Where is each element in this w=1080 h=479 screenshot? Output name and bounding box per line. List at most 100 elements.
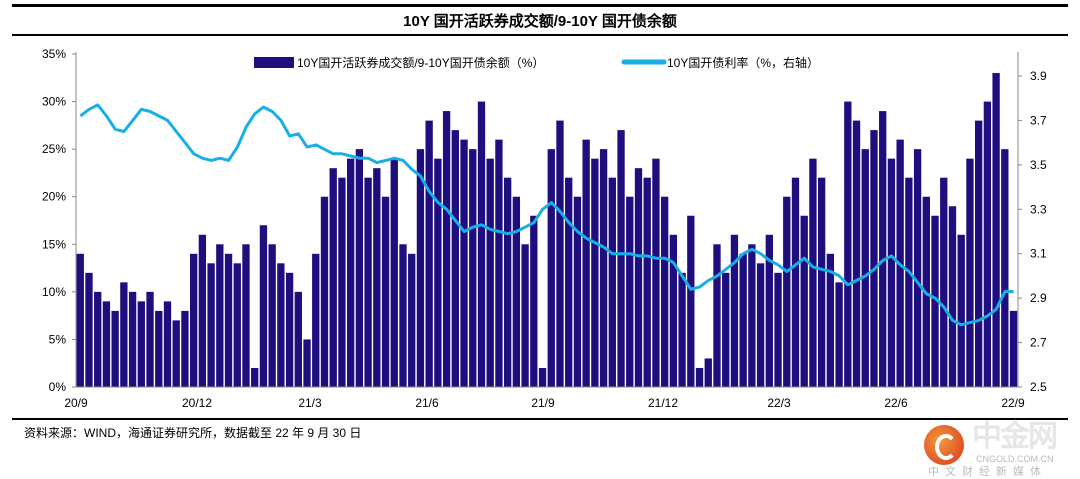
bar [591,158,599,387]
source-note: 资料来源：WIND，海通证券研究所，数据截至 22 年 9 月 30 日 [24,426,362,440]
bar [451,130,459,387]
x-tick-label: 20/12 [182,396,212,410]
bar [259,225,268,387]
x-tick-label: 20/9 [64,396,88,410]
bar [268,244,276,387]
bar [416,149,425,387]
watermark-brand: 中金网 [972,420,1058,453]
bar [189,253,198,387]
bar [573,196,582,387]
left-tick-label: 35% [42,47,66,61]
bar [495,139,503,387]
right-tick-label: 3.5 [1030,158,1047,172]
bar [85,272,93,387]
bar [678,272,686,387]
x-tick-label: 21/3 [298,396,322,410]
left-tick-label: 0% [49,380,67,394]
bar [233,263,241,387]
title-rule [12,34,1068,36]
bar [879,111,887,387]
bar [905,177,913,387]
left-tick-label: 20% [42,190,66,204]
bar [399,244,407,387]
watermark-tagline: 中文财经新媒体 [928,466,1047,478]
bar [634,168,643,387]
bar [713,244,721,387]
x-tick-label: 22/3 [767,396,791,410]
bar [913,149,922,387]
bottom-rule [12,418,1068,420]
x-tick-label: 22/6 [884,396,908,410]
bar [687,215,695,387]
bar [974,120,983,387]
chart-title: 10Y 国开活跃券成交额/9-10Y 国开债余额 [403,13,677,30]
left-tick-label: 30% [42,95,66,109]
bar [303,339,311,387]
bar [756,263,765,387]
bar [983,101,992,388]
bar [381,196,390,387]
bar [547,149,555,387]
bar [704,358,712,387]
bar [765,234,773,387]
bar [338,177,346,387]
x-tick-label: 21/9 [531,396,555,410]
bar [870,130,878,387]
bar [94,291,102,387]
bar [469,149,477,387]
legend-line-label: 10Y国开债利率（%，右轴） [667,55,819,70]
bar [425,120,433,387]
bar [163,301,172,387]
bar [556,120,564,387]
bar [652,158,660,387]
legend-bar-swatch [254,57,294,68]
bar [224,253,233,387]
x-tick-label: 22/9 [1001,396,1025,410]
bar [643,177,651,387]
bar [748,244,756,387]
bar [128,291,137,387]
bar [538,367,547,387]
bar [329,168,337,387]
bar [137,301,145,387]
bar [76,253,84,387]
bar [102,301,111,387]
bar [277,263,285,387]
bar [503,177,512,387]
bar [486,158,494,387]
bar [800,215,808,387]
bar [294,291,302,387]
right-tick-label: 2.7 [1030,336,1047,350]
legend: 10Y国开活跃券成交额/9-10Y国开债余额（%） 10Y国开债利率（%，右轴） [254,55,819,70]
bar [111,310,119,387]
left-tick-label: 5% [49,332,67,346]
right-tick-label: 3.3 [1030,202,1047,216]
bar [739,253,747,387]
bar [565,177,573,387]
bar [251,367,259,387]
bar [695,367,704,387]
bar [826,253,835,387]
bar [791,177,800,387]
right-tick-label: 2.5 [1030,380,1047,394]
left-tick-label: 25% [42,142,66,156]
right-tick-label: 3.1 [1030,247,1047,261]
bar [783,196,791,387]
bar [442,111,451,387]
bar [835,282,843,387]
right-tick-label: 3.9 [1030,69,1047,83]
right-tick-label: 3.7 [1030,113,1047,127]
left-tick-label: 15% [42,237,66,251]
right-tick-label: 2.9 [1030,291,1047,305]
bar [608,177,616,387]
bar [216,244,224,387]
bar [373,168,381,387]
bar [346,158,355,387]
chart-plot: 0% 5% 10% 15% 20% 25% 30% 35% 2.5 2.7 2.9 3.1 3.3 3.5… [42,47,1047,410]
bar [364,177,372,387]
watermark-domain: CNGOLD.COM.CN [976,454,1054,464]
bar [669,234,678,387]
legend-bar-label: 10Y国开活跃券成交额/9-10Y国开债余额（%） [297,55,544,70]
watermark: 中金网 CNGOLD.COM.CN 中文财经新媒体 [920,421,1080,479]
